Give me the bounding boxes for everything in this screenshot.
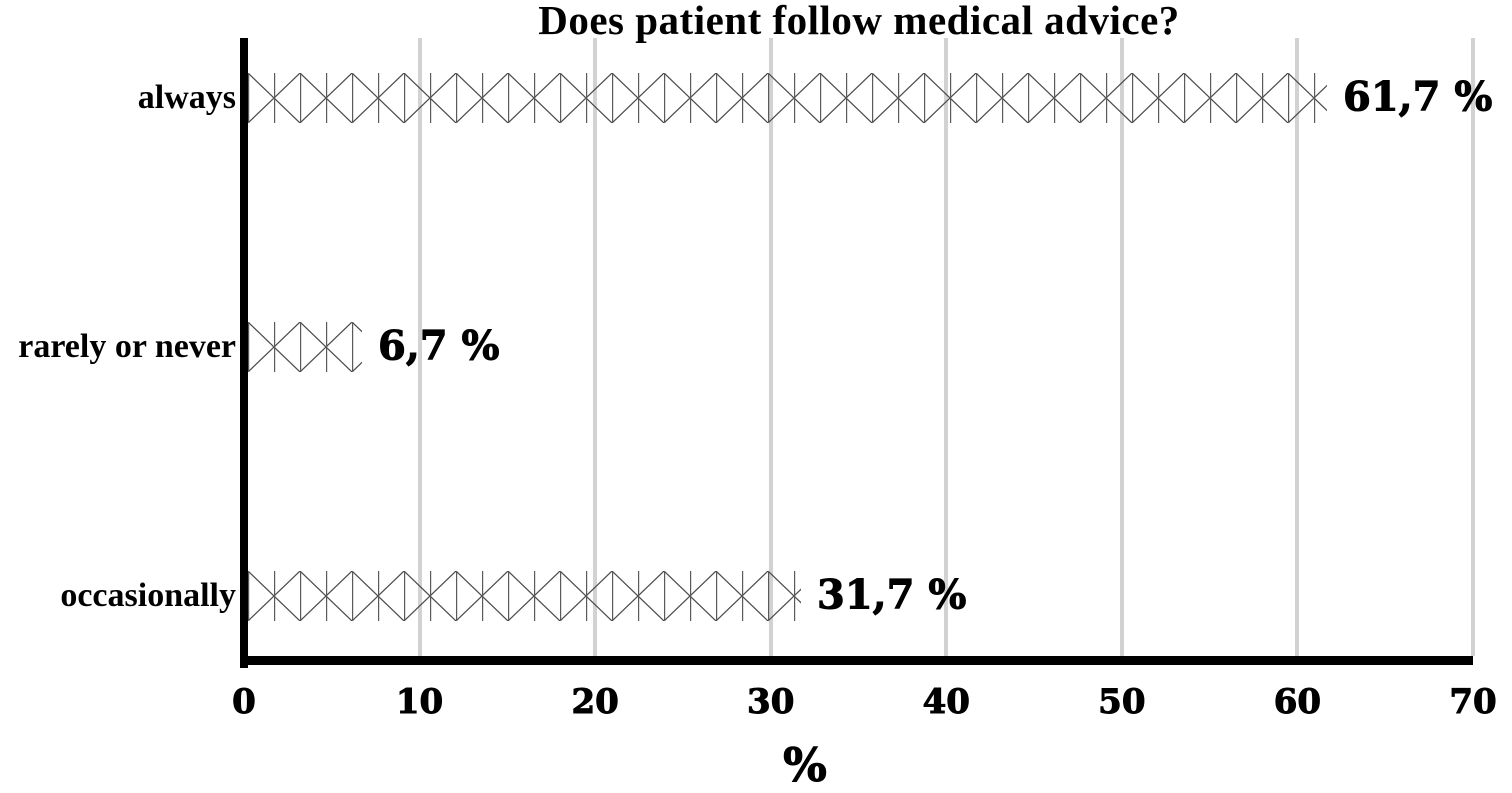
gridline-30 bbox=[768, 38, 773, 656]
bar-rarely-or-never bbox=[248, 322, 362, 372]
x-tick-label-60: 60 bbox=[1273, 682, 1322, 723]
gridline-20 bbox=[593, 38, 598, 656]
x-tick-label-0: 0 bbox=[232, 682, 257, 723]
gridline-40 bbox=[944, 38, 949, 656]
x-tick-label-70: 70 bbox=[1449, 682, 1497, 723]
x-axis-label: % bbox=[783, 738, 828, 793]
value-label: 31,7 % bbox=[816, 571, 967, 619]
x-tick-label-30: 30 bbox=[747, 682, 795, 723]
category-label: occasionally bbox=[60, 577, 236, 615]
x-tick-label-50: 50 bbox=[1098, 682, 1146, 723]
gridline-10 bbox=[417, 38, 422, 656]
chart-title: Does patient follow medical advice? bbox=[538, 0, 1180, 43]
gridline-70 bbox=[1471, 38, 1475, 656]
x-tick-label-20: 20 bbox=[571, 682, 619, 723]
gridline-60 bbox=[1295, 38, 1300, 656]
bar-always bbox=[248, 72, 1327, 123]
x-axis-line bbox=[240, 656, 1473, 665]
value-label: 6,7 % bbox=[378, 322, 501, 370]
bar-occasionally bbox=[248, 571, 801, 622]
category-label: rarely or never bbox=[18, 328, 236, 365]
category-label: always bbox=[137, 78, 236, 116]
gridline-50 bbox=[1119, 38, 1124, 656]
y-axis-line bbox=[240, 38, 248, 668]
value-label: 61,7 % bbox=[1342, 73, 1493, 121]
x-tick-label-10: 10 bbox=[395, 682, 444, 723]
x-tick-label-40: 40 bbox=[922, 682, 970, 723]
